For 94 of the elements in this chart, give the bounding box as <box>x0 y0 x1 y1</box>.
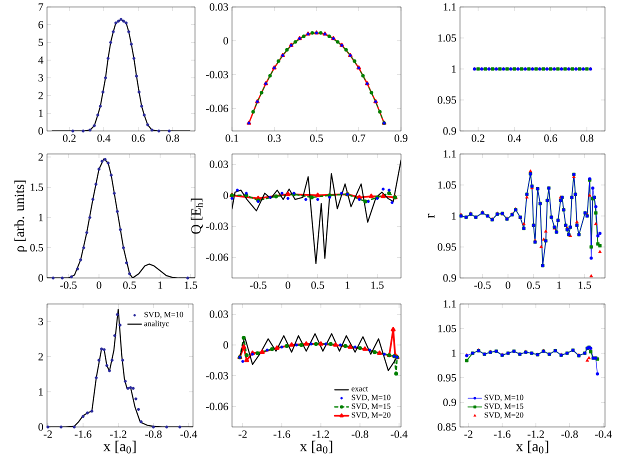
y-tick-label: 0.03 <box>210 3 228 11</box>
y-tick-label: 1 <box>452 350 456 357</box>
y-tick-label: 0.9 <box>443 274 456 282</box>
y-tick-label: 0 <box>38 423 44 431</box>
x-tick-label: 0 <box>506 282 510 289</box>
x-tick-label: 0.5 <box>310 134 323 142</box>
y-tick-label: 2 <box>38 92 43 100</box>
y-tick-label: 1.05 <box>438 181 456 189</box>
x-tick-label: -1.2 <box>110 430 126 438</box>
y-tick-label: -0.03 <box>206 372 228 380</box>
x-tick-label: 1.5 <box>371 282 384 289</box>
x-tick-label: 1.5 <box>184 282 198 289</box>
x-tick-label: -1.2 <box>528 430 544 438</box>
x-tick-label: -2 <box>44 430 52 438</box>
x-tick-label: 0.9 <box>394 134 408 142</box>
x-axis-title: x [a$_{0}$] <box>300 440 332 454</box>
y-tick-label: 0.5 <box>30 244 44 252</box>
y-tick-label: 3 <box>38 318 44 326</box>
y-tick-label: 1.1 <box>444 300 456 308</box>
x-tick-label: 0.8 <box>166 134 180 142</box>
x-axis-title: x [a$_{0}$] <box>516 440 548 454</box>
y-axis-title: r <box>428 214 434 218</box>
x-tick-label: -1.2 <box>312 430 329 438</box>
x-tick-label: -0.5 <box>474 282 491 289</box>
x-tick-label: -0.8 <box>561 430 578 438</box>
x-tick-label: 0.5 <box>527 282 540 289</box>
y-tick-label: 1 <box>38 214 43 222</box>
y-tick-label: 0 <box>223 192 228 200</box>
y-tick-label: 2 <box>38 353 43 360</box>
y-tick-label: 2 <box>38 153 43 161</box>
x-tick-label: 1 <box>346 282 350 289</box>
y-tick-label: 0.95 <box>438 243 456 251</box>
x-tick-label: 0 <box>96 282 102 289</box>
y-tick-label: 5 <box>38 38 44 46</box>
y-tick-label: -0.06 <box>206 104 228 112</box>
x-tick-label: 0.2 <box>62 134 76 142</box>
x-tick-label: -0.8 <box>352 430 368 438</box>
y-tick-label: 3 <box>38 74 44 82</box>
x-tick-label: -1.6 <box>274 430 290 438</box>
x-tick-label: -0.4 <box>180 430 198 438</box>
y-tick-label: 0.95 <box>438 374 456 382</box>
x-tick-label: 0.4 <box>97 134 110 142</box>
x-axis-title: x [a$_{0}$] <box>103 440 136 454</box>
y-tick-label: 1.5 <box>30 184 44 191</box>
y-tick-label: 7 <box>38 3 44 11</box>
y-tick-label: -0.03 <box>206 222 228 230</box>
x-tick-label: 1 <box>557 282 562 289</box>
x-tick-label: 0 <box>286 282 290 289</box>
y-tick-label: 0 <box>38 127 44 135</box>
y-tick-label: 1.1 <box>444 150 456 158</box>
x-tick-label: -0.5 <box>60 282 77 289</box>
y-tick-label: 0.03 <box>210 160 228 168</box>
y-tick-label: 0 <box>223 341 228 349</box>
x-tick-label: -0.4 <box>390 430 408 438</box>
y-tick-label: 0 <box>38 274 44 282</box>
x-tick-label: 0.5 <box>311 282 324 289</box>
y-tick-label: -0.06 <box>206 402 228 410</box>
y-tick-label: 0 <box>223 37 228 45</box>
x-tick-label: -0.4 <box>595 430 612 438</box>
x-tick-label: -1.6 <box>494 430 511 438</box>
x-tick-label: 0.5 <box>123 282 136 289</box>
y-tick-label: 1.1 <box>444 3 456 11</box>
x-tick-label: 0.7 <box>352 134 366 142</box>
y-tick-label: 1.05 <box>438 34 456 42</box>
y-tick-label: -0.06 <box>206 254 228 262</box>
y-tick-label: 0.9 <box>443 398 456 406</box>
x-tick-label: 0.8 <box>580 134 594 142</box>
y-axis-title: ρ [arb. units] <box>14 180 27 252</box>
y-tick-label: 4 <box>38 56 44 64</box>
y-tick-label: 1 <box>38 110 43 117</box>
x-tick-label: -0.8 <box>145 430 162 438</box>
y-tick-label: 1 <box>452 65 456 73</box>
x-tick-label: 0.3 <box>268 134 281 142</box>
x-tick-label: 1.5 <box>578 282 592 289</box>
y-tick-label: 1.05 <box>438 324 456 332</box>
x-tick-label: 0.4 <box>508 134 522 142</box>
y-tick-label: 1 <box>452 212 456 220</box>
x-tick-label: -0.5 <box>250 282 266 289</box>
x-tick-label: 0.1 <box>226 134 238 142</box>
y-tick-label: 1 <box>38 388 43 396</box>
y-tick-label: 0.03 <box>210 310 228 318</box>
y-axis-title: Q [E$_{h}$] <box>190 198 203 234</box>
x-tick-label: -1.6 <box>74 430 92 438</box>
x-tick-label: -2 <box>238 430 247 438</box>
x-tick-label: 0.6 <box>544 134 558 142</box>
y-tick-label: 0.95 <box>438 96 456 104</box>
x-tick-label: 0.6 <box>132 134 145 142</box>
y-tick-label: 0.9 <box>443 127 456 135</box>
y-tick-label: -0.03 <box>206 70 228 78</box>
x-tick-label: 1 <box>158 282 162 289</box>
x-tick-label: -2 <box>464 430 472 438</box>
y-tick-label: 6 <box>38 21 44 28</box>
x-tick-label: 0.2 <box>472 134 484 142</box>
y-tick-label: 0.85 <box>438 423 456 431</box>
